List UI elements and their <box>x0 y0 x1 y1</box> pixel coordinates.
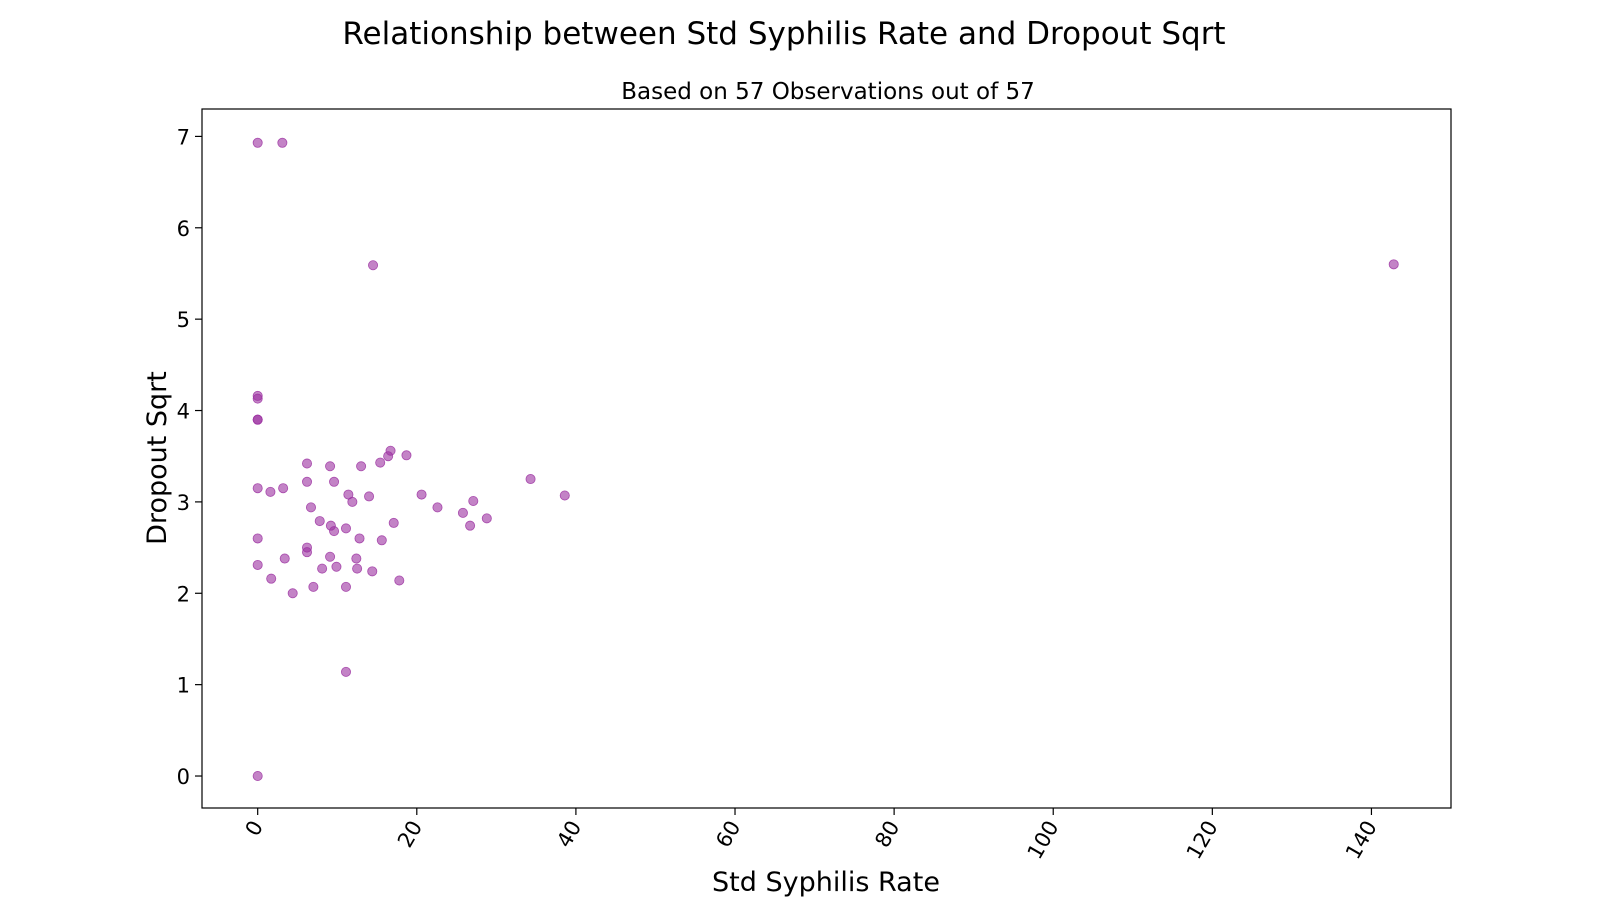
scatter-point <box>394 575 405 586</box>
scatter-point <box>340 581 351 592</box>
x-tick-label: 40 <box>552 817 586 852</box>
x-tick-label: 0 <box>241 817 268 841</box>
scatter-point <box>266 573 277 584</box>
scatter-point <box>432 502 443 513</box>
y-tick-label: 1 <box>177 674 190 698</box>
scatter-point <box>376 535 387 546</box>
scatter-point <box>317 563 328 574</box>
scatter-point <box>368 260 379 271</box>
scatter-point <box>375 457 386 468</box>
x-tick-label: 60 <box>711 817 745 852</box>
scatter-point <box>401 450 412 461</box>
scatter-point <box>356 461 367 472</box>
scatter-point <box>364 491 375 502</box>
scatter-point <box>347 496 358 507</box>
scatter-point <box>465 520 476 531</box>
y-axis-label: Dropout Sqrt <box>142 371 173 545</box>
x-tick-label: 80 <box>870 817 904 852</box>
scatter-point <box>278 483 289 494</box>
scatter-point <box>352 563 363 574</box>
y-tick-label: 5 <box>177 308 190 332</box>
chart-title: Relationship between Std Syphilis Rate a… <box>342 16 1225 52</box>
scatter-point <box>416 489 427 500</box>
y-axis-ticks: 0 1 2 3 4 5 6 7 <box>177 125 202 789</box>
scatter-point <box>383 451 394 462</box>
x-axis-label: Std Syphilis Rate <box>712 867 940 898</box>
scatter-point <box>252 414 263 425</box>
scatter-point <box>265 486 276 497</box>
x-tick-label: 20 <box>393 817 427 852</box>
scatter-point <box>331 561 342 572</box>
y-tick-label: 0 <box>177 765 190 789</box>
plot-frame <box>201 108 1452 809</box>
scatter-point <box>252 483 263 494</box>
scatter-point <box>1388 259 1399 270</box>
x-tick-label: 140 <box>1341 817 1382 864</box>
x-tick-label: 120 <box>1182 817 1223 864</box>
scatter-point <box>329 526 340 537</box>
scatter-point <box>302 458 313 469</box>
scatter-point <box>252 393 263 404</box>
scatter-point <box>252 559 263 570</box>
scatter-point <box>252 137 263 148</box>
y-tick-label: 7 <box>177 125 190 149</box>
scatter-point <box>252 771 263 782</box>
x-axis-ticks: 0 20 40 60 80 100 120 140 <box>241 808 1382 863</box>
scatter-point <box>340 666 351 677</box>
y-tick-label: 6 <box>177 217 190 241</box>
scatter-point <box>325 461 336 472</box>
scatter-point <box>308 581 319 592</box>
scatter-point <box>287 588 298 599</box>
scatter-point <box>277 137 288 148</box>
scatter-point <box>314 516 325 527</box>
scatter-point <box>481 513 492 524</box>
scatter-point <box>354 533 365 544</box>
scatter-point <box>388 517 399 528</box>
chart-subtitle: Based on 57 Observations out of 57 <box>621 79 1035 105</box>
scatter-point <box>279 553 290 564</box>
x-tick-label: 100 <box>1023 817 1064 864</box>
scatter-point <box>252 533 263 544</box>
y-tick-label: 3 <box>177 491 190 515</box>
scatter-point <box>305 502 316 513</box>
y-tick-label: 2 <box>177 582 190 606</box>
scatter-point <box>302 476 313 487</box>
y-tick-label: 4 <box>177 400 190 424</box>
scatter-point <box>340 523 351 534</box>
scatter-point <box>367 566 378 577</box>
scatter-point <box>525 474 536 485</box>
scatter-point <box>468 495 479 506</box>
scatter-point <box>351 553 362 564</box>
scatter-point <box>325 551 336 562</box>
scatter-point <box>329 476 340 487</box>
scatter-point <box>302 547 313 558</box>
scatter-point <box>457 507 468 518</box>
scatter-point <box>559 490 570 501</box>
data-points <box>252 137 1399 782</box>
